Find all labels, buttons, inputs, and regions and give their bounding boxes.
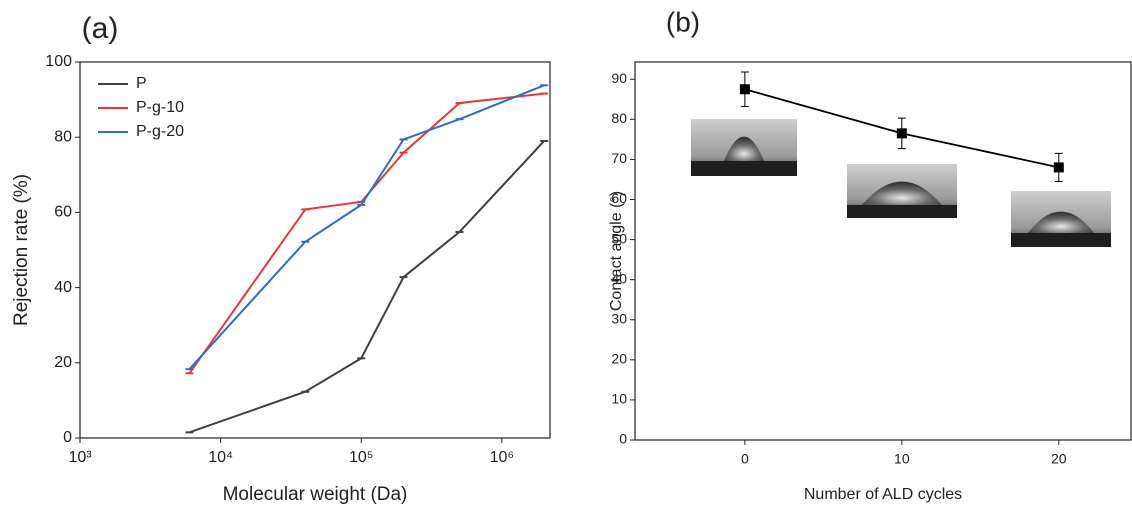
- y-tick-label: 80: [611, 110, 627, 126]
- legend-label: P-g-10: [136, 99, 184, 116]
- series-line: [189, 140, 545, 434]
- y-tick-label: 40: [54, 279, 72, 296]
- y-tick-label: 50: [611, 230, 627, 246]
- y-tick-label: 30: [611, 310, 627, 326]
- x-tick-label: 10: [894, 451, 910, 467]
- marker: [896, 128, 907, 139]
- marker: [1053, 162, 1064, 173]
- chart-panel: (a) 0 20 40 60 80 100 10³ 10⁴ 10⁵ 10⁶ Molecular wei…: [11, 12, 551, 505]
- plot-frame: [634, 61, 1132, 441]
- marker: [739, 84, 750, 95]
- y-tick-label: 90: [611, 70, 627, 86]
- y-tick-label: 40: [611, 270, 627, 286]
- series-line: [188, 92, 545, 374]
- y-tick-label: 20: [611, 351, 627, 367]
- y-tick-label: 10: [611, 391, 627, 407]
- x-tick-label: 10⁴: [208, 449, 233, 466]
- x-axis-label: Molecular weight (Da): [223, 484, 408, 505]
- x-tick-label: 20: [1051, 451, 1067, 467]
- chart-panel: (b) 0 10 20 30 40 50 60 70 80 90 0 10 20 Number of ALD…: [608, 6, 1132, 503]
- y-tick-label: 60: [611, 190, 627, 206]
- y-tick-label: 0: [619, 431, 627, 447]
- y-tick-label: 70: [611, 150, 627, 166]
- legend-label: P: [136, 75, 147, 92]
- y-axis-label: Contact angle (°): [608, 191, 625, 311]
- y-tick-label: 60: [54, 204, 72, 221]
- x-tick-label: 10³: [68, 449, 92, 466]
- plot-frame: [79, 61, 551, 439]
- y-tick-label: 20: [54, 354, 72, 371]
- panel-title: (b): [666, 6, 700, 37]
- y-tick-label: 100: [45, 53, 72, 70]
- x-tick-label: 0: [741, 451, 749, 467]
- x-tick-label: 10⁵: [349, 449, 373, 466]
- legend-label: P-g-20: [136, 123, 184, 140]
- x-axis-label: Number of ALD cycles: [804, 486, 962, 503]
- y-tick-label: 0: [63, 429, 72, 446]
- series-line: [188, 84, 545, 370]
- droplet-insets: [691, 119, 1111, 247]
- y-tick-label: 80: [54, 128, 72, 145]
- panel-title: (a): [82, 12, 119, 45]
- x-tick-label: 10⁶: [490, 449, 514, 466]
- y-axis-label: Rejection rate (%): [11, 174, 32, 326]
